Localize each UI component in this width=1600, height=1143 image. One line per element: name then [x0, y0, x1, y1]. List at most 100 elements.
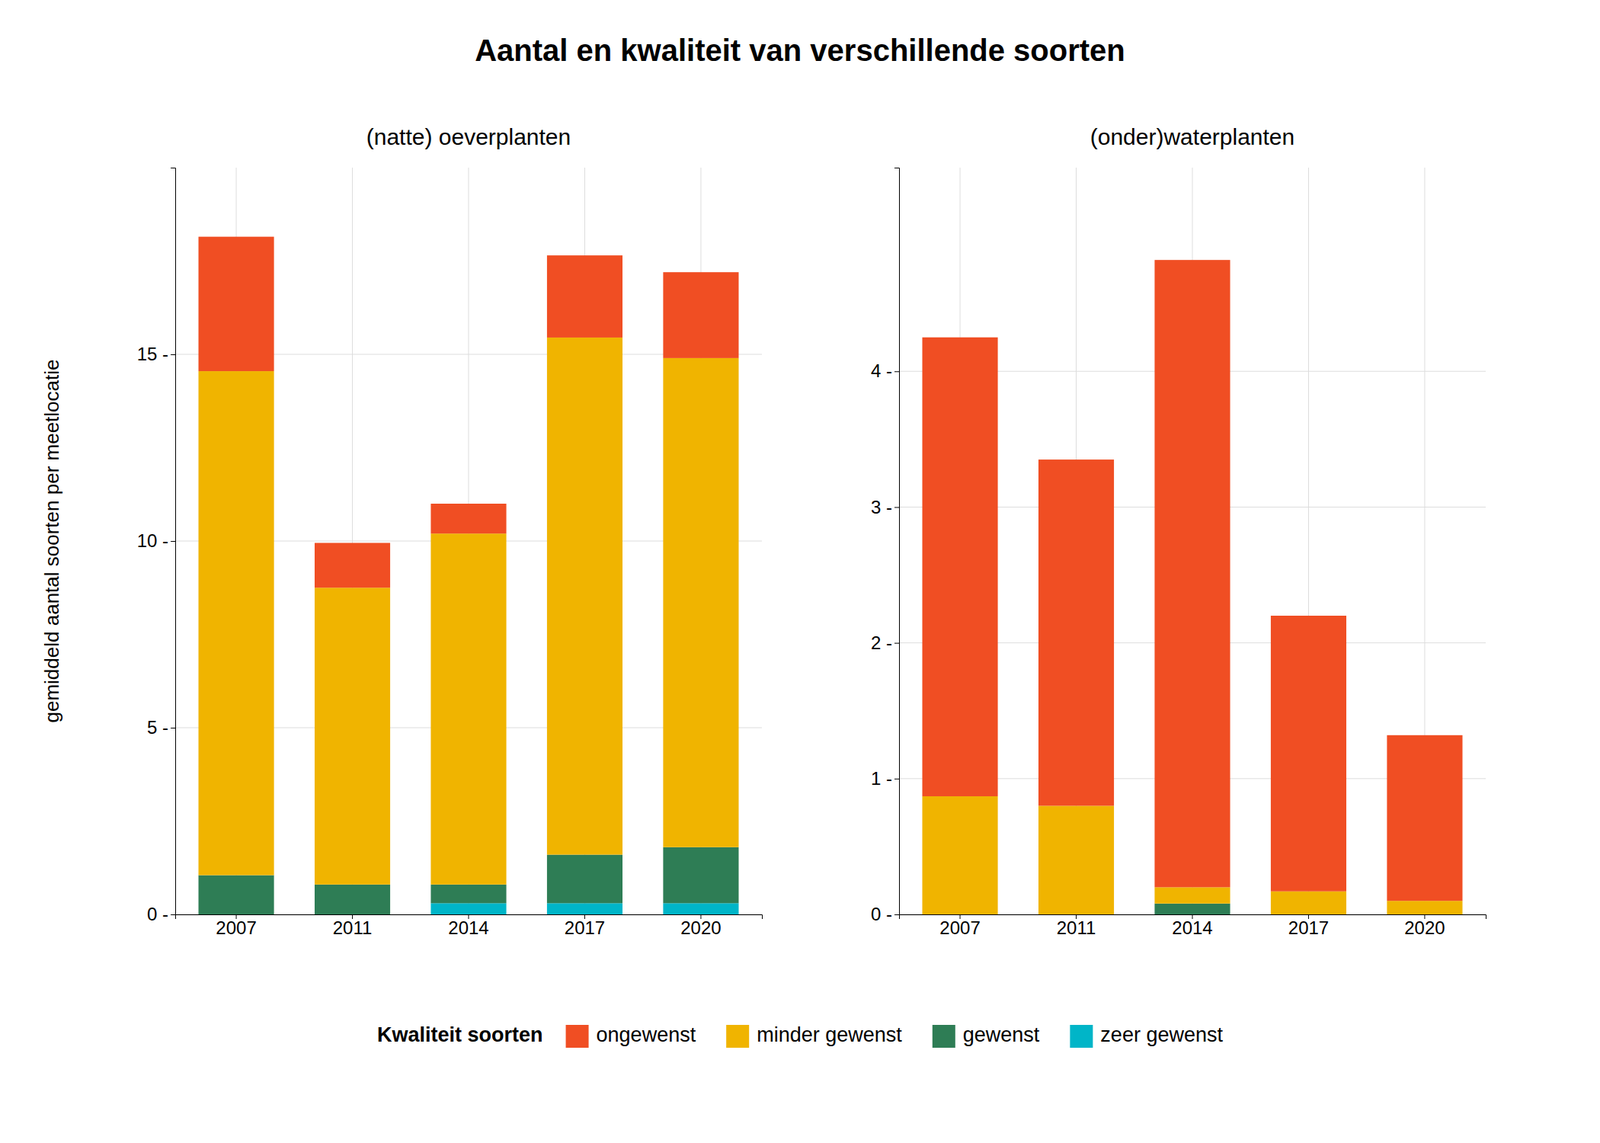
bar-series [430, 902, 739, 915]
x-tick-label: 2017 [564, 917, 605, 938]
bar-segment [921, 337, 998, 797]
legend-label: zeer gewenst [1100, 1023, 1223, 1047]
chart-root: Aantal en kwaliteit van verschillende so… [0, 0, 1600, 1143]
y-axis: 0 - 5 - 10 - 15 - [137, 168, 176, 925]
y-axis: 0 - 1 - 2 - 3 - 4 - [870, 168, 900, 925]
bar-segment [1038, 805, 1114, 915]
bar-segment [198, 371, 274, 876]
bar-series [921, 259, 1463, 901]
legend-swatch [566, 1024, 589, 1048]
x-tick-label: 2011 [1056, 917, 1097, 938]
y-tick-mark [170, 914, 176, 916]
x-tick-label: 2011 [332, 917, 373, 938]
legend-item: zeer gewenst [1069, 1023, 1223, 1048]
x-tick: 2020 [1404, 914, 1445, 938]
x-tick: 2007 [215, 914, 256, 938]
bars [921, 259, 1463, 915]
y-tick-mark [894, 506, 900, 508]
bar-segment [662, 358, 739, 848]
legend-label: ongewenst [596, 1023, 697, 1047]
y-tick: 0 - [870, 903, 900, 925]
x-tick: 2017 [564, 914, 605, 938]
bar-segment [430, 884, 506, 904]
y-tick-label: 10 - [137, 530, 169, 551]
y-tick-label: 3 - [870, 496, 893, 518]
x-tick-label: 2020 [680, 917, 721, 938]
y-tick-label: 2 - [870, 632, 893, 653]
bar-segment [430, 533, 506, 885]
y-tick-label: 0 - [147, 903, 169, 925]
axis-domain [894, 168, 900, 916]
y-tick: 4 - [870, 360, 900, 381]
y-tick: 15 - [137, 343, 176, 365]
x-tick: 2011 [1056, 914, 1097, 938]
x-axis: 2007 2011 2014 2017 2020 [899, 914, 1487, 938]
bar-segment [1154, 259, 1230, 887]
bar-segment [547, 337, 623, 855]
x-tick: 2020 [680, 914, 721, 938]
y-tick-label: 5 - [147, 716, 169, 738]
bar-segment [547, 902, 623, 915]
bar-segment [1154, 903, 1230, 915]
y-tick-label: 4 - [870, 360, 893, 381]
panel: (onder)waterplanten0 -1 -2 -3 -4 -200720… [870, 124, 1487, 938]
y-tick-label: 15 - [137, 343, 169, 365]
x-tick: 2014 [1171, 914, 1213, 938]
legend-swatch [932, 1024, 956, 1048]
bar-segment [198, 875, 274, 915]
grid [175, 167, 762, 915]
legend-label: minder gewenst [756, 1023, 903, 1047]
bar-segment [430, 503, 506, 534]
bar-segment [314, 542, 391, 588]
panel-title: (natte) oeverplanten [366, 124, 572, 150]
bar-segment [1386, 735, 1463, 901]
legend-swatch [726, 1024, 749, 1048]
bar-segment [1270, 891, 1347, 915]
legend-item: gewenst [932, 1023, 1040, 1048]
legend: Kwaliteit soorten ongewenst minder gewenst… [377, 1023, 1223, 1048]
x-tick-label: 2017 [1288, 917, 1329, 938]
x-tick: 2014 [448, 914, 489, 938]
x-tick: 2007 [939, 914, 980, 938]
x-tick-label: 2007 [939, 917, 980, 938]
bars [198, 236, 739, 915]
panel: (natte) oeverplanten0 -5 -10 -15 -200720… [137, 124, 763, 938]
y-tick: 3 - [870, 496, 900, 518]
legend-swatch [1069, 1024, 1093, 1048]
bar-series [198, 337, 739, 885]
y-tick: 1 - [870, 768, 900, 789]
y-tick-mark [170, 354, 176, 356]
y-tick-label: 0 - [870, 903, 893, 925]
bar-series [1154, 903, 1230, 915]
x-tick-label: 2020 [1404, 917, 1445, 938]
bar-segment [921, 796, 998, 915]
bar-segment [1386, 900, 1463, 915]
legend-label: gewenst [963, 1023, 1040, 1047]
y-tick-mark [170, 540, 176, 542]
bar-segment [314, 884, 391, 915]
legend-title: Kwaliteit soorten [377, 1023, 544, 1047]
chart-title: Aantal en kwaliteit van verschillende so… [474, 33, 1126, 68]
x-tick-label: 2014 [448, 917, 489, 938]
grid [899, 167, 1486, 915]
bar-segment [662, 847, 739, 904]
legend-item: minder gewenst [726, 1023, 903, 1048]
bar-segment [662, 902, 739, 915]
bar-segment [314, 587, 391, 885]
y-tick-mark [894, 778, 900, 780]
bar-segment [547, 854, 623, 904]
bar-segment [1038, 459, 1114, 806]
y-tick-mark [170, 727, 176, 729]
y-tick: 5 - [147, 716, 176, 738]
y-tick-label: 1 - [870, 768, 893, 789]
bar-segment [198, 236, 274, 372]
x-axis: 2007 2011 2014 2017 2020 [176, 914, 763, 938]
y-tick-mark [894, 914, 900, 916]
bar-segment [430, 902, 506, 915]
bar-series [198, 236, 739, 589]
y-tick-mark [894, 371, 900, 372]
y-axis-label: gemiddeld aantal soorten per meetlocatie [40, 359, 64, 724]
y-tick: 0 - [147, 903, 176, 925]
y-tick-mark [894, 643, 900, 644]
x-tick-label: 2014 [1171, 917, 1213, 938]
